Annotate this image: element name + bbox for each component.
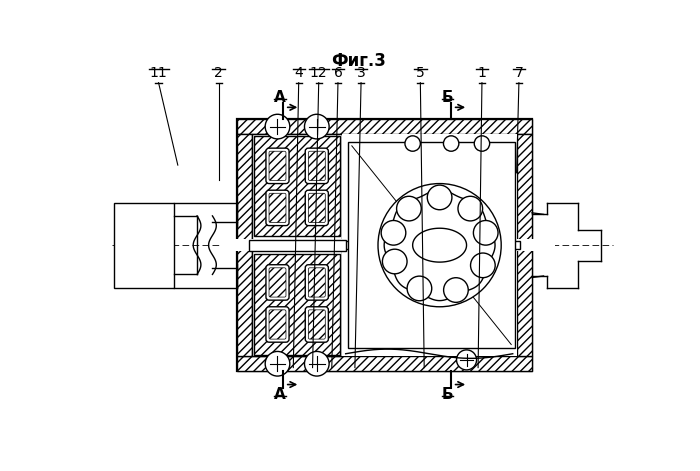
Circle shape [405, 136, 420, 151]
Polygon shape [413, 228, 466, 262]
Bar [237, 134, 253, 356]
Circle shape [304, 351, 329, 376]
FancyBboxPatch shape [308, 151, 326, 180]
Bar [342, 241, 521, 249]
Circle shape [397, 196, 421, 221]
FancyBboxPatch shape [266, 148, 289, 184]
FancyBboxPatch shape [308, 310, 326, 339]
Circle shape [378, 184, 501, 307]
Circle shape [475, 136, 490, 151]
Circle shape [473, 220, 498, 245]
Polygon shape [384, 190, 495, 300]
Text: 2: 2 [214, 66, 223, 81]
FancyBboxPatch shape [269, 310, 286, 339]
Circle shape [382, 249, 407, 274]
Circle shape [407, 276, 432, 301]
Circle shape [265, 114, 290, 139]
FancyBboxPatch shape [305, 307, 328, 342]
FancyBboxPatch shape [308, 268, 326, 297]
Bar [253, 134, 342, 356]
Text: Фиг.3: Фиг.3 [331, 52, 386, 70]
Circle shape [458, 196, 482, 221]
Text: А: А [274, 90, 286, 105]
FancyBboxPatch shape [269, 151, 286, 180]
Circle shape [265, 351, 290, 376]
FancyBboxPatch shape [269, 193, 286, 222]
Bar [254, 254, 340, 355]
Text: А: А [274, 387, 286, 402]
Bar [114, 203, 174, 287]
FancyBboxPatch shape [308, 193, 326, 222]
Circle shape [427, 185, 452, 210]
Bar [237, 356, 532, 372]
Circle shape [456, 350, 477, 370]
Text: 6: 6 [333, 66, 342, 81]
Bar [342, 134, 517, 356]
FancyBboxPatch shape [305, 265, 328, 300]
Text: 4: 4 [294, 66, 303, 81]
FancyBboxPatch shape [266, 190, 289, 226]
Bar [348, 142, 515, 349]
Circle shape [382, 220, 406, 245]
Bar [237, 119, 532, 372]
Bar [517, 134, 532, 356]
Text: Б: Б [442, 90, 453, 105]
Circle shape [470, 253, 495, 278]
FancyBboxPatch shape [266, 307, 289, 342]
Bar [248, 240, 346, 251]
Bar [222, 239, 555, 252]
FancyBboxPatch shape [305, 148, 328, 184]
Bar [254, 136, 340, 236]
Circle shape [444, 278, 468, 302]
Text: Б: Б [442, 387, 453, 402]
FancyBboxPatch shape [305, 190, 328, 226]
Text: 7: 7 [514, 66, 524, 81]
Text: 3: 3 [357, 66, 365, 81]
Text: 11: 11 [150, 66, 167, 81]
Bar [237, 119, 532, 134]
FancyBboxPatch shape [266, 265, 289, 300]
Text: 12: 12 [310, 66, 328, 81]
Circle shape [444, 136, 459, 151]
FancyBboxPatch shape [269, 268, 286, 297]
Text: 5: 5 [416, 66, 425, 81]
Circle shape [304, 114, 329, 139]
Text: 1: 1 [477, 66, 486, 81]
